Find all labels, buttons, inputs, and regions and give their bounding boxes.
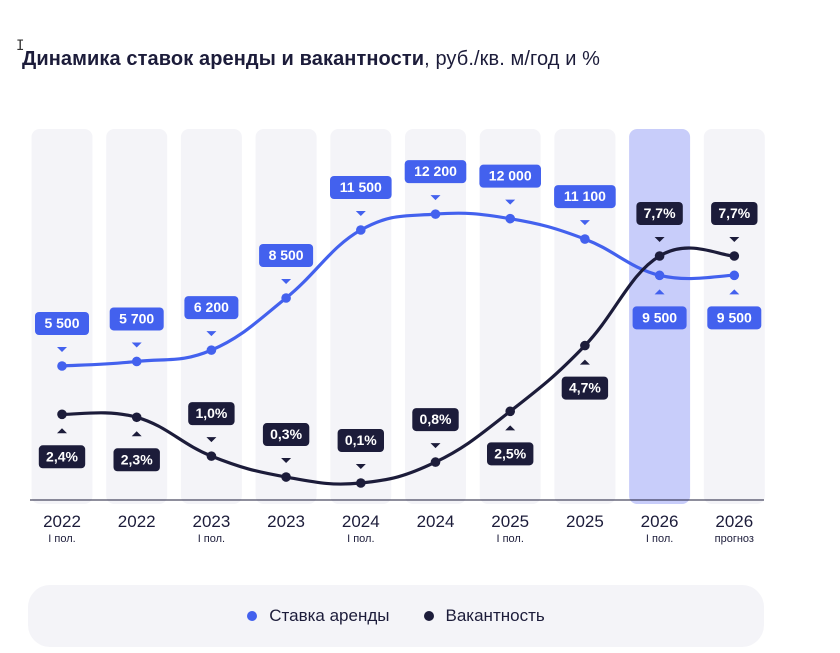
chart-title: Динамика ставок аренды и вакантности, ру… <box>22 48 600 71</box>
x-tick-sublabel: прогноз <box>715 533 754 545</box>
data-label-vacancy: 0,3% <box>262 423 310 464</box>
data-label-rent: 9 500 <box>707 289 762 330</box>
x-tick-label: 2022 <box>43 512 81 531</box>
legend-label-vacancy: Вакантность <box>445 606 545 625</box>
svg-text:12 000: 12 000 <box>489 168 532 184</box>
data-label-vacancy: 1,0% <box>188 402 235 443</box>
point-vacancy <box>729 251 740 261</box>
svg-text:8 500: 8 500 <box>269 247 304 263</box>
x-tick-sublabel: I пол. <box>347 533 374 545</box>
svg-text:5 500: 5 500 <box>44 315 79 331</box>
x-tick-label: 2026 <box>641 512 679 531</box>
series-line-rent <box>60 211 736 368</box>
point-rent <box>505 213 515 224</box>
point-rent <box>729 270 740 281</box>
point-vacancy <box>206 451 217 461</box>
x-tick-label: 2026 <box>715 512 753 531</box>
legend: Ставка аренды Вакантность <box>28 585 764 647</box>
svg-text:9 500: 9 500 <box>717 309 752 325</box>
chart-title-units: , руб./кв. м/год и % <box>424 48 601 70</box>
data-label-vacancy: 0,1% <box>337 429 384 469</box>
data-label-vacancy: 2,4% <box>38 428 86 469</box>
point-vacancy <box>654 251 665 261</box>
point-vacancy <box>356 478 366 488</box>
data-label-rent: 11 100 <box>554 185 616 226</box>
svg-text:7,7%: 7,7% <box>718 205 750 221</box>
data-label-rent: 11 500 <box>330 176 392 216</box>
point-rent <box>430 209 441 219</box>
svg-text:4,7%: 4,7% <box>569 380 601 396</box>
point-rent <box>131 356 142 367</box>
svg-text:7,7%: 7,7% <box>644 205 676 221</box>
x-tick-label: 2022 <box>118 512 156 531</box>
svg-text:6 200: 6 200 <box>194 299 229 315</box>
point-vacancy <box>131 412 142 423</box>
svg-text:2,3%: 2,3% <box>121 451 153 467</box>
x-tick-label: 2025 <box>491 512 529 531</box>
point-rent <box>57 361 67 371</box>
data-label-rent: 6 200 <box>184 296 239 337</box>
legend-item-rent[interactable]: Ставка аренды <box>247 606 390 626</box>
data-label-vacancy: 0,8% <box>412 408 459 449</box>
x-tick-sublabel: I пол. <box>646 533 673 545</box>
series-line-vacancy <box>60 246 736 486</box>
point-vacancy <box>281 472 291 482</box>
svg-text:9 500: 9 500 <box>642 309 677 325</box>
text-cursor-icon: I <box>16 38 25 54</box>
svg-text:11 100: 11 100 <box>564 188 606 204</box>
legend-item-vacancy[interactable]: Вакантность <box>423 606 545 626</box>
data-label-vacancy: 4,7% <box>561 359 609 400</box>
x-tick-label: 2023 <box>267 512 305 531</box>
data-label-rent: 12 000 <box>479 164 541 205</box>
x-tick-label: 2024 <box>342 512 380 531</box>
point-rent <box>356 225 366 235</box>
point-rent <box>580 234 590 244</box>
data-label-rent: 5 500 <box>35 312 89 352</box>
svg-text:12 200: 12 200 <box>414 163 457 179</box>
svg-text:1,0%: 1,0% <box>195 405 227 421</box>
svg-text:11 500: 11 500 <box>340 179 382 195</box>
legend-dot-rent <box>247 611 258 621</box>
point-vacancy <box>580 340 590 351</box>
data-label-rent: 12 200 <box>404 160 467 201</box>
data-label-vacancy: 2,5% <box>487 425 534 466</box>
point-rent <box>206 345 217 355</box>
legend-dot-vacancy <box>423 611 434 621</box>
data-label-vacancy: 7,7% <box>636 202 683 242</box>
column-bg <box>255 129 317 504</box>
x-tick-label: 2023 <box>192 512 230 531</box>
x-tick-sublabel: I пол. <box>198 533 225 545</box>
x-tick-label: 2025 <box>566 512 604 531</box>
x-tick-sublabel: I пол. <box>496 533 523 545</box>
svg-text:2,5%: 2,5% <box>494 445 526 461</box>
chart-title-bold: Динамика ставок аренды и вакантности <box>22 48 425 70</box>
column-bg <box>554 129 616 504</box>
svg-text:0,3%: 0,3% <box>270 426 302 442</box>
data-label-vacancy: 7,7% <box>711 202 758 242</box>
data-label-vacancy: 2,3% <box>113 431 160 472</box>
legend-label-rent: Ставка аренды <box>269 606 390 625</box>
svg-text:5 700: 5 700 <box>119 310 154 326</box>
data-label-rent: 5 700 <box>109 307 164 348</box>
svg-text:2,4%: 2,4% <box>46 448 78 464</box>
point-vacancy <box>57 409 67 420</box>
point-vacancy <box>430 457 441 467</box>
x-tick-label: 2024 <box>417 512 455 531</box>
point-rent <box>281 293 291 303</box>
x-tick-sublabel: I пол. <box>48 533 75 545</box>
point-vacancy <box>505 406 515 417</box>
svg-text:0,8%: 0,8% <box>420 411 452 427</box>
data-label-rent: 9 500 <box>632 289 687 330</box>
data-label-rent: 8 500 <box>259 244 314 284</box>
svg-text:0,1%: 0,1% <box>345 432 377 448</box>
chart-plot: 5 500 5 700 6 200 8 500 11 500 12 200 12 000 11… <box>30 129 765 545</box>
point-rent <box>654 270 665 281</box>
